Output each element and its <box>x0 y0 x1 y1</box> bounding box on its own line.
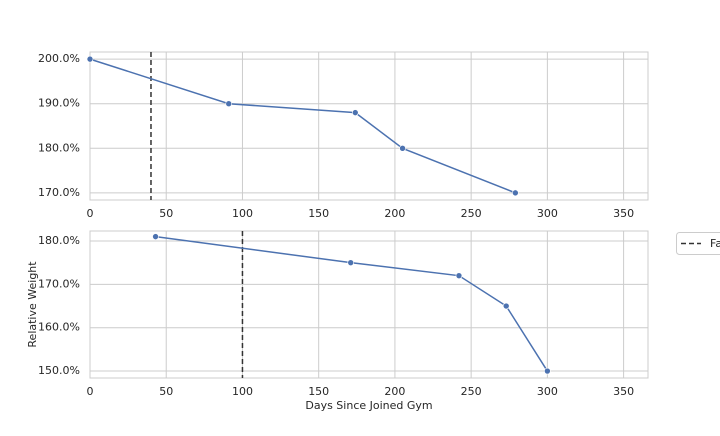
x-tick-label: 250 <box>461 385 482 398</box>
x-tick-label: 0 <box>87 207 94 220</box>
data-point <box>348 260 354 266</box>
data-point <box>512 190 518 196</box>
x-tick-label: 300 <box>537 385 558 398</box>
x-tick-label: 150 <box>308 385 329 398</box>
y-tick-label: 180.0% <box>38 141 80 154</box>
y-tick-label: 170.0% <box>38 186 80 199</box>
x-axis-label: Days Since Joined Gym <box>305 399 432 412</box>
data-point <box>544 368 550 374</box>
x-tick-label: 50 <box>159 385 173 398</box>
y-tick-label: 200.0% <box>38 52 80 65</box>
x-tick-label: 200 <box>384 207 405 220</box>
y-tick-label: 190.0% <box>38 97 80 110</box>
x-tick-label: 100 <box>232 207 253 220</box>
y-tick-label: 180.0% <box>38 234 80 247</box>
x-tick-label: 200 <box>384 385 405 398</box>
data-point <box>400 145 406 151</box>
x-tick-label: 150 <box>308 207 329 220</box>
legend-label: Fa <box>710 237 720 250</box>
x-tick-label: 350 <box>613 207 634 220</box>
x-tick-label: 350 <box>613 385 634 398</box>
data-point <box>352 110 358 116</box>
x-tick-label: 50 <box>159 207 173 220</box>
y-tick-label: 170.0% <box>38 277 80 290</box>
data-point <box>87 56 93 62</box>
y-tick-label: 160.0% <box>38 321 80 334</box>
x-tick-label: 300 <box>537 207 558 220</box>
data-point <box>503 303 509 309</box>
x-tick-label: 250 <box>461 207 482 220</box>
y-axis-label: Relative Weight <box>26 261 39 348</box>
y-tick-label: 150.0% <box>38 364 80 377</box>
data-point <box>226 101 232 107</box>
data-point <box>456 273 462 279</box>
x-tick-label: 100 <box>232 385 253 398</box>
data-point <box>153 234 159 240</box>
x-tick-label: 0 <box>87 385 94 398</box>
